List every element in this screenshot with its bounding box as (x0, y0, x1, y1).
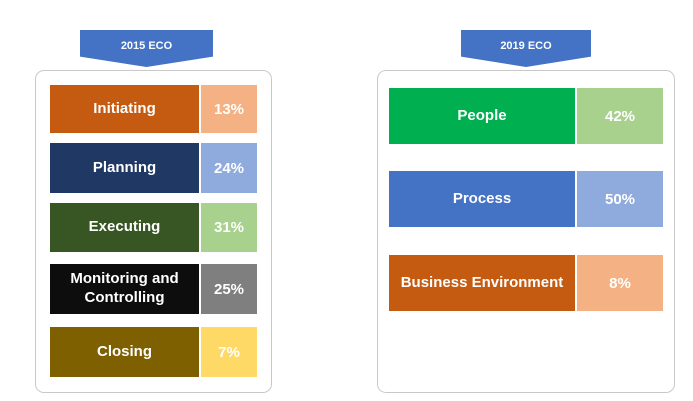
row-value: 7% (199, 327, 257, 377)
row-label: Monitoring and Controlling (50, 264, 199, 314)
row-value: 24% (199, 143, 257, 193)
eco-2015-title: 2015 ECO (120, 39, 173, 52)
eco-2019-row-people: People 42% (389, 88, 663, 144)
row-label: Closing (50, 327, 199, 377)
row-label: People (389, 88, 575, 144)
eco-2015-row-monitoring: Monitoring and Controlling 25% (50, 264, 257, 314)
eco-2019-title: 2019 ECO (500, 39, 552, 52)
eco-2015-banner: 2015 ECO (80, 30, 213, 67)
eco-2019-row-business-environment: Business Environment 8% (389, 255, 663, 311)
eco-2015-row-closing: Closing 7% (50, 327, 257, 377)
eco-2019-banner: 2019 ECO (461, 30, 591, 67)
row-label: Process (389, 171, 575, 227)
row-value: 25% (199, 264, 257, 314)
eco-2015-row-planning: Planning 24% (50, 143, 257, 193)
row-label: Business Environment (389, 255, 575, 311)
row-label: Planning (50, 143, 199, 193)
row-value: 50% (575, 171, 663, 227)
row-value: 8% (575, 255, 663, 311)
row-label: Executing (50, 203, 199, 252)
eco-2015-row-initiating: Initiating 13% (50, 85, 257, 133)
row-value: 42% (575, 88, 663, 144)
row-label: Initiating (50, 85, 199, 133)
eco-2019-row-process: Process 50% (389, 171, 663, 227)
row-value: 13% (199, 85, 257, 133)
eco-2015-row-executing: Executing 31% (50, 203, 257, 252)
row-value: 31% (199, 203, 257, 252)
